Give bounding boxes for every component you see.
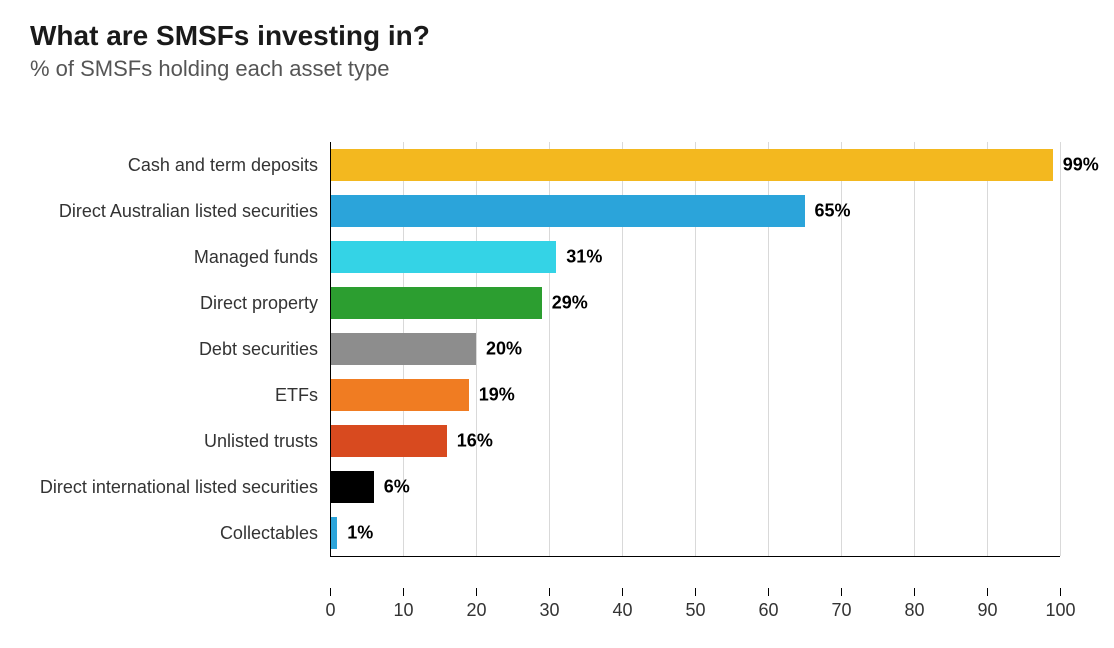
bar bbox=[330, 333, 476, 365]
x-tick: 20 bbox=[476, 588, 477, 596]
tick-mark bbox=[476, 588, 477, 596]
tick-label: 30 bbox=[539, 600, 559, 621]
x-tick: 0 bbox=[330, 588, 331, 596]
plot-cell: 19% bbox=[330, 372, 1060, 418]
value-label: 16% bbox=[457, 431, 493, 452]
tick-mark bbox=[768, 588, 769, 596]
bar-row: Cash and term deposits99% bbox=[30, 142, 1114, 188]
x-tick: 60 bbox=[768, 588, 769, 596]
category-label: Managed funds bbox=[30, 247, 330, 268]
bar bbox=[330, 195, 805, 227]
tick-mark bbox=[914, 588, 915, 596]
y-axis-line bbox=[330, 142, 331, 556]
bar-row: Direct Australian listed securities 65% bbox=[30, 188, 1114, 234]
tick-label: 20 bbox=[466, 600, 486, 621]
bar-row: Debt securities 20% bbox=[30, 326, 1114, 372]
x-tick: 10 bbox=[403, 588, 404, 596]
plot-cell: 20% bbox=[330, 326, 1060, 372]
chart-title: What are SMSFs investing in? bbox=[30, 20, 1084, 52]
bar-row: Unlisted trusts 16% bbox=[30, 418, 1114, 464]
bar-row: Direct international listed securities 6% bbox=[30, 464, 1114, 510]
category-label: ETFs bbox=[30, 385, 330, 406]
plot-cell: 31% bbox=[330, 234, 1060, 280]
tick-label: 80 bbox=[904, 600, 924, 621]
chart-plot-area: Cash and term deposits99%Direct Australi… bbox=[30, 142, 1114, 606]
x-tick: 70 bbox=[841, 588, 842, 596]
bar-row: Direct property 29% bbox=[30, 280, 1114, 326]
value-label: 19% bbox=[479, 385, 515, 406]
tick-label: 40 bbox=[612, 600, 632, 621]
category-label: Debt securities bbox=[30, 339, 330, 360]
bar-row: ETFs 19% bbox=[30, 372, 1114, 418]
plot-cell: 6% bbox=[330, 464, 1060, 510]
tick-mark bbox=[622, 588, 623, 596]
bar bbox=[330, 287, 542, 319]
bar bbox=[330, 425, 447, 457]
tick-label: 90 bbox=[977, 600, 997, 621]
plot-cell: 29% bbox=[330, 280, 1060, 326]
value-label: 1% bbox=[347, 523, 373, 544]
tick-mark bbox=[841, 588, 842, 596]
bar bbox=[330, 517, 337, 549]
tick-mark bbox=[1060, 588, 1061, 596]
value-label: 65% bbox=[815, 201, 851, 222]
tick-mark bbox=[695, 588, 696, 596]
category-label: Cash and term deposits bbox=[30, 155, 330, 176]
category-label: Direct Australian listed securities bbox=[30, 201, 330, 222]
bar-row: Collectables 1% bbox=[30, 510, 1114, 556]
x-tick: 50 bbox=[695, 588, 696, 596]
x-tick: 100 bbox=[1060, 588, 1061, 596]
tick-label: 0 bbox=[325, 600, 335, 621]
plot-cell: 65% bbox=[330, 188, 1060, 234]
x-tick: 90 bbox=[987, 588, 988, 596]
value-label: 99% bbox=[1063, 155, 1099, 176]
tick-mark bbox=[330, 588, 331, 596]
bar bbox=[330, 241, 556, 273]
bar bbox=[330, 379, 469, 411]
tick-mark bbox=[549, 588, 550, 596]
x-axis: 0 10 20 30 40 50 60 70 80 90 100 bbox=[330, 556, 1060, 596]
plot-cell: 16% bbox=[330, 418, 1060, 464]
tick-label: 50 bbox=[685, 600, 705, 621]
plot-cell: 1% bbox=[330, 510, 1060, 556]
bar bbox=[330, 471, 374, 503]
category-label: Direct international listed securities bbox=[30, 477, 330, 498]
chart-subtitle: % of SMSFs holding each asset type bbox=[30, 56, 1084, 82]
tick-mark bbox=[987, 588, 988, 596]
plot-cell: 99% bbox=[330, 142, 1060, 188]
value-label: 31% bbox=[566, 247, 602, 268]
value-label: 20% bbox=[486, 339, 522, 360]
value-label: 6% bbox=[384, 477, 410, 498]
bar bbox=[330, 149, 1053, 181]
bar-row: Managed funds 31% bbox=[30, 234, 1114, 280]
category-label: Collectables bbox=[30, 523, 330, 544]
tick-label: 70 bbox=[831, 600, 851, 621]
x-tick: 30 bbox=[549, 588, 550, 596]
x-tick: 80 bbox=[914, 588, 915, 596]
category-label: Unlisted trusts bbox=[30, 431, 330, 452]
x-tick: 40 bbox=[622, 588, 623, 596]
value-label: 29% bbox=[552, 293, 588, 314]
tick-mark bbox=[403, 588, 404, 596]
tick-label: 100 bbox=[1045, 600, 1075, 621]
tick-label: 60 bbox=[758, 600, 778, 621]
category-label: Direct property bbox=[30, 293, 330, 314]
chart-container: What are SMSFs investing in? % of SMSFs … bbox=[0, 0, 1114, 648]
tick-label: 10 bbox=[393, 600, 413, 621]
